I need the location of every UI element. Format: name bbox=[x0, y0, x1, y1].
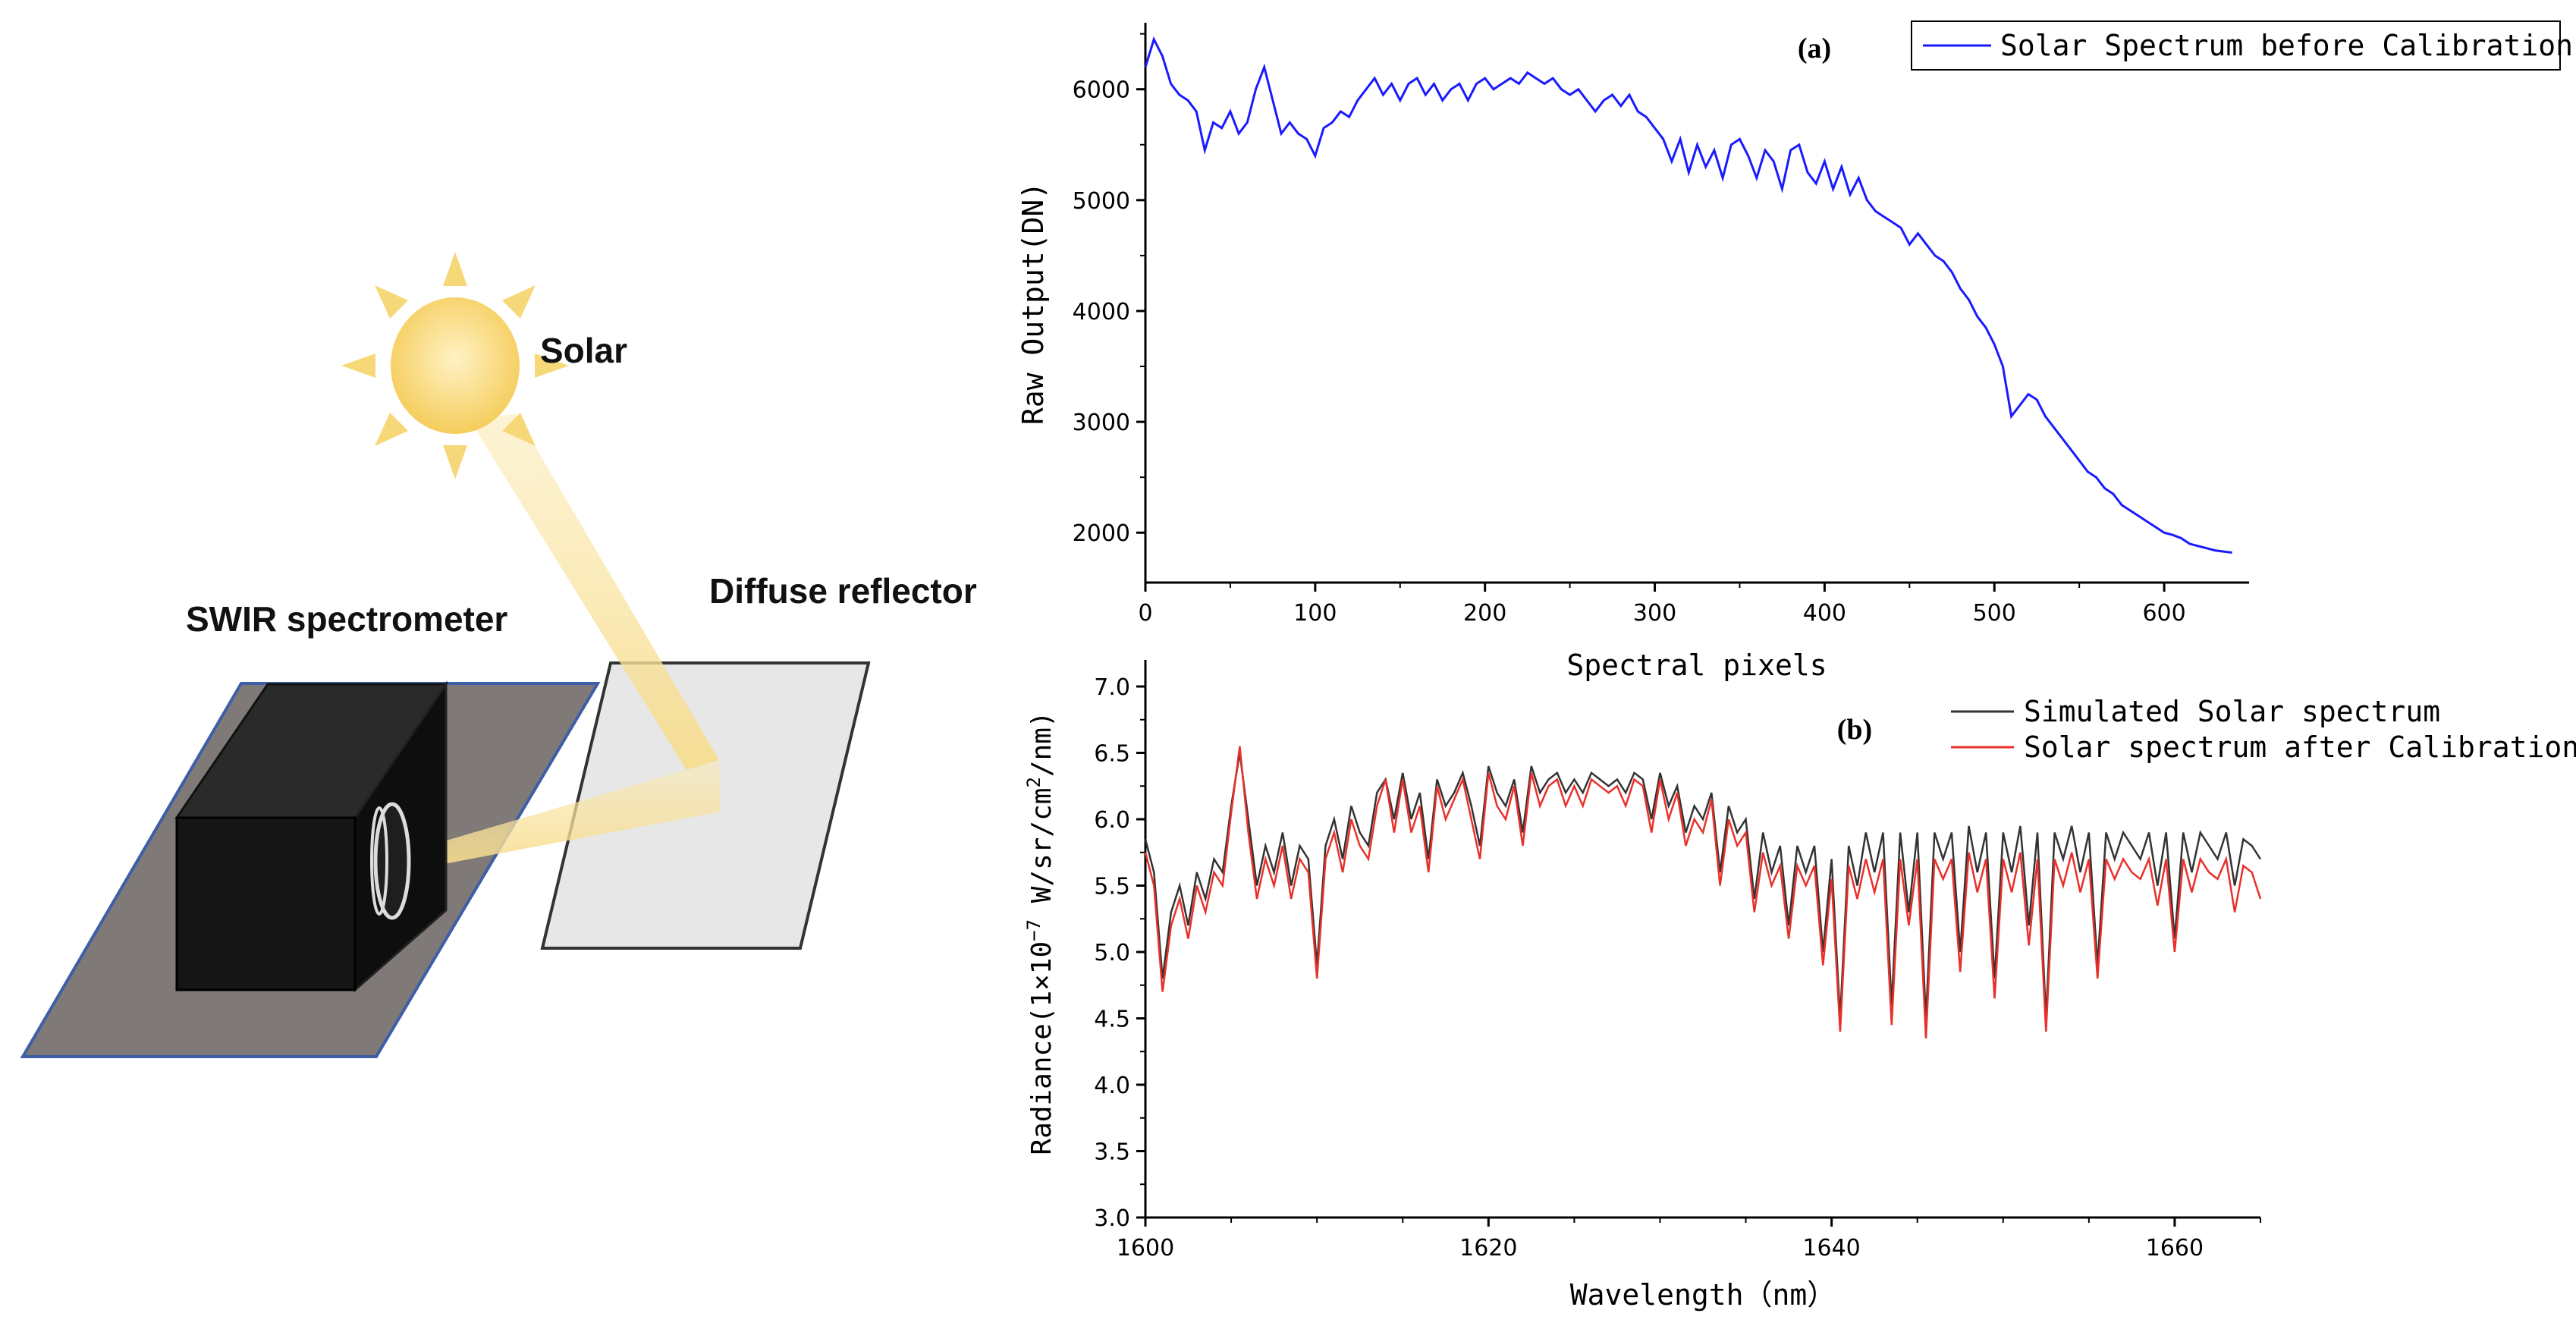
chart-b-y-tick-label: 5.5 bbox=[1094, 874, 1130, 900]
chart-b-y-tick-label: 3.0 bbox=[1094, 1205, 1130, 1232]
chart-b-panel-label: (b) bbox=[1837, 714, 1872, 746]
chart-b-legend-label-1: Solar spectrum after Calibration bbox=[2024, 730, 2576, 764]
lens bbox=[373, 802, 411, 920]
chart-b-legend: Simulated Solar spectrum Solar spectrum … bbox=[1951, 695, 2576, 764]
chart-a-y-tick-label: 2000 bbox=[1073, 520, 1130, 547]
chart-b-y-axis-label: Radiance(1×10−7 W/sr/cm2/nm) bbox=[1023, 711, 1057, 1155]
chart-b-y-tick-label: 4.0 bbox=[1094, 1073, 1130, 1099]
sun-label: Solar bbox=[540, 331, 627, 370]
spectrometer-label: SWIR spectrometer bbox=[186, 599, 507, 639]
chart-a-legend: Solar Spectrum before Calibration bbox=[1911, 20, 2573, 71]
chart-a-legend-label: Solar Spectrum before Calibration bbox=[2000, 29, 2573, 62]
sun-icon bbox=[341, 252, 569, 479]
chart-a-y-axis-label: Raw Output(DN) bbox=[1016, 182, 1050, 425]
setup-illustration: Solar SWIR spectrometer Diffuse reflecto… bbox=[20, 252, 977, 1058]
chart-a-series-line bbox=[1144, 36, 2232, 554]
chart-b-x-tick-label: 1620 bbox=[1459, 1235, 1517, 1261]
chart-b-x-tick-label: 1600 bbox=[1117, 1235, 1174, 1261]
chart-a-x-tick-label: 400 bbox=[1803, 600, 1846, 627]
chart-a-y-tick-label: 5000 bbox=[1073, 188, 1130, 215]
chart-b-x-tick-label: 1640 bbox=[1802, 1235, 1860, 1261]
chart-a-x-tick-label: 300 bbox=[1633, 600, 1676, 627]
chart-a-x-axis-label: Spectral pixels bbox=[1566, 649, 1827, 682]
chart-b-series-calibrated bbox=[1144, 746, 2262, 1038]
chart-b-y-tick-label: 6.5 bbox=[1094, 741, 1130, 768]
chart-b-y-tick-label: 6.0 bbox=[1094, 807, 1130, 834]
chart-b-x-tick-label: 1660 bbox=[2146, 1235, 2204, 1261]
chart-b-y-tick-label: 7.0 bbox=[1094, 674, 1130, 701]
chart-a-y-tick-label: 6000 bbox=[1073, 77, 1130, 104]
chart-b-y-tick-label: 5.0 bbox=[1094, 940, 1130, 966]
chart-a-x-tick-label: 100 bbox=[1293, 600, 1337, 627]
chart-b-y-tick-label: 3.5 bbox=[1094, 1139, 1130, 1166]
reflector-label: Diffuse reflector bbox=[709, 571, 977, 611]
chart-a-panel-label: (a) bbox=[1798, 33, 1831, 64]
sunlight-beam bbox=[470, 413, 719, 770]
chart-a-x-tick-label: 500 bbox=[1973, 600, 2016, 627]
chart-b-legend-label-0: Simulated Solar spectrum bbox=[2024, 695, 2440, 728]
chart-a-x-tick-label: 0 bbox=[1138, 600, 1152, 627]
chart-b-x-axis-label: Wavelength（nm） bbox=[1570, 1278, 1836, 1312]
chart-b-y-tick-label: 4.5 bbox=[1094, 1007, 1130, 1033]
chart-b: 1600 1620 1640 1660 3.0 3.5 4.0 4.5 5.0 5.5 6.0 6.5… bbox=[1023, 660, 2576, 1312]
chart-a-x-tick-label: 600 bbox=[2142, 600, 2185, 627]
chart-a-y-tick-label: 3000 bbox=[1073, 410, 1130, 436]
chart-b-series-simulated bbox=[1144, 752, 2262, 1019]
charts-panel: 0 100 200 300 400 500 60020003000400050006000 … bbox=[1016, 20, 2576, 1312]
chart-a: 0 100 200 300 400 500 60020003000400050006000 … bbox=[1016, 20, 2573, 682]
chart-a-y-tick-label: 4000 bbox=[1073, 299, 1130, 325]
chart-a-x-tick-label: 200 bbox=[1463, 600, 1506, 627]
swir-spectrometer bbox=[174, 680, 448, 993]
reflected-beam bbox=[416, 760, 721, 869]
